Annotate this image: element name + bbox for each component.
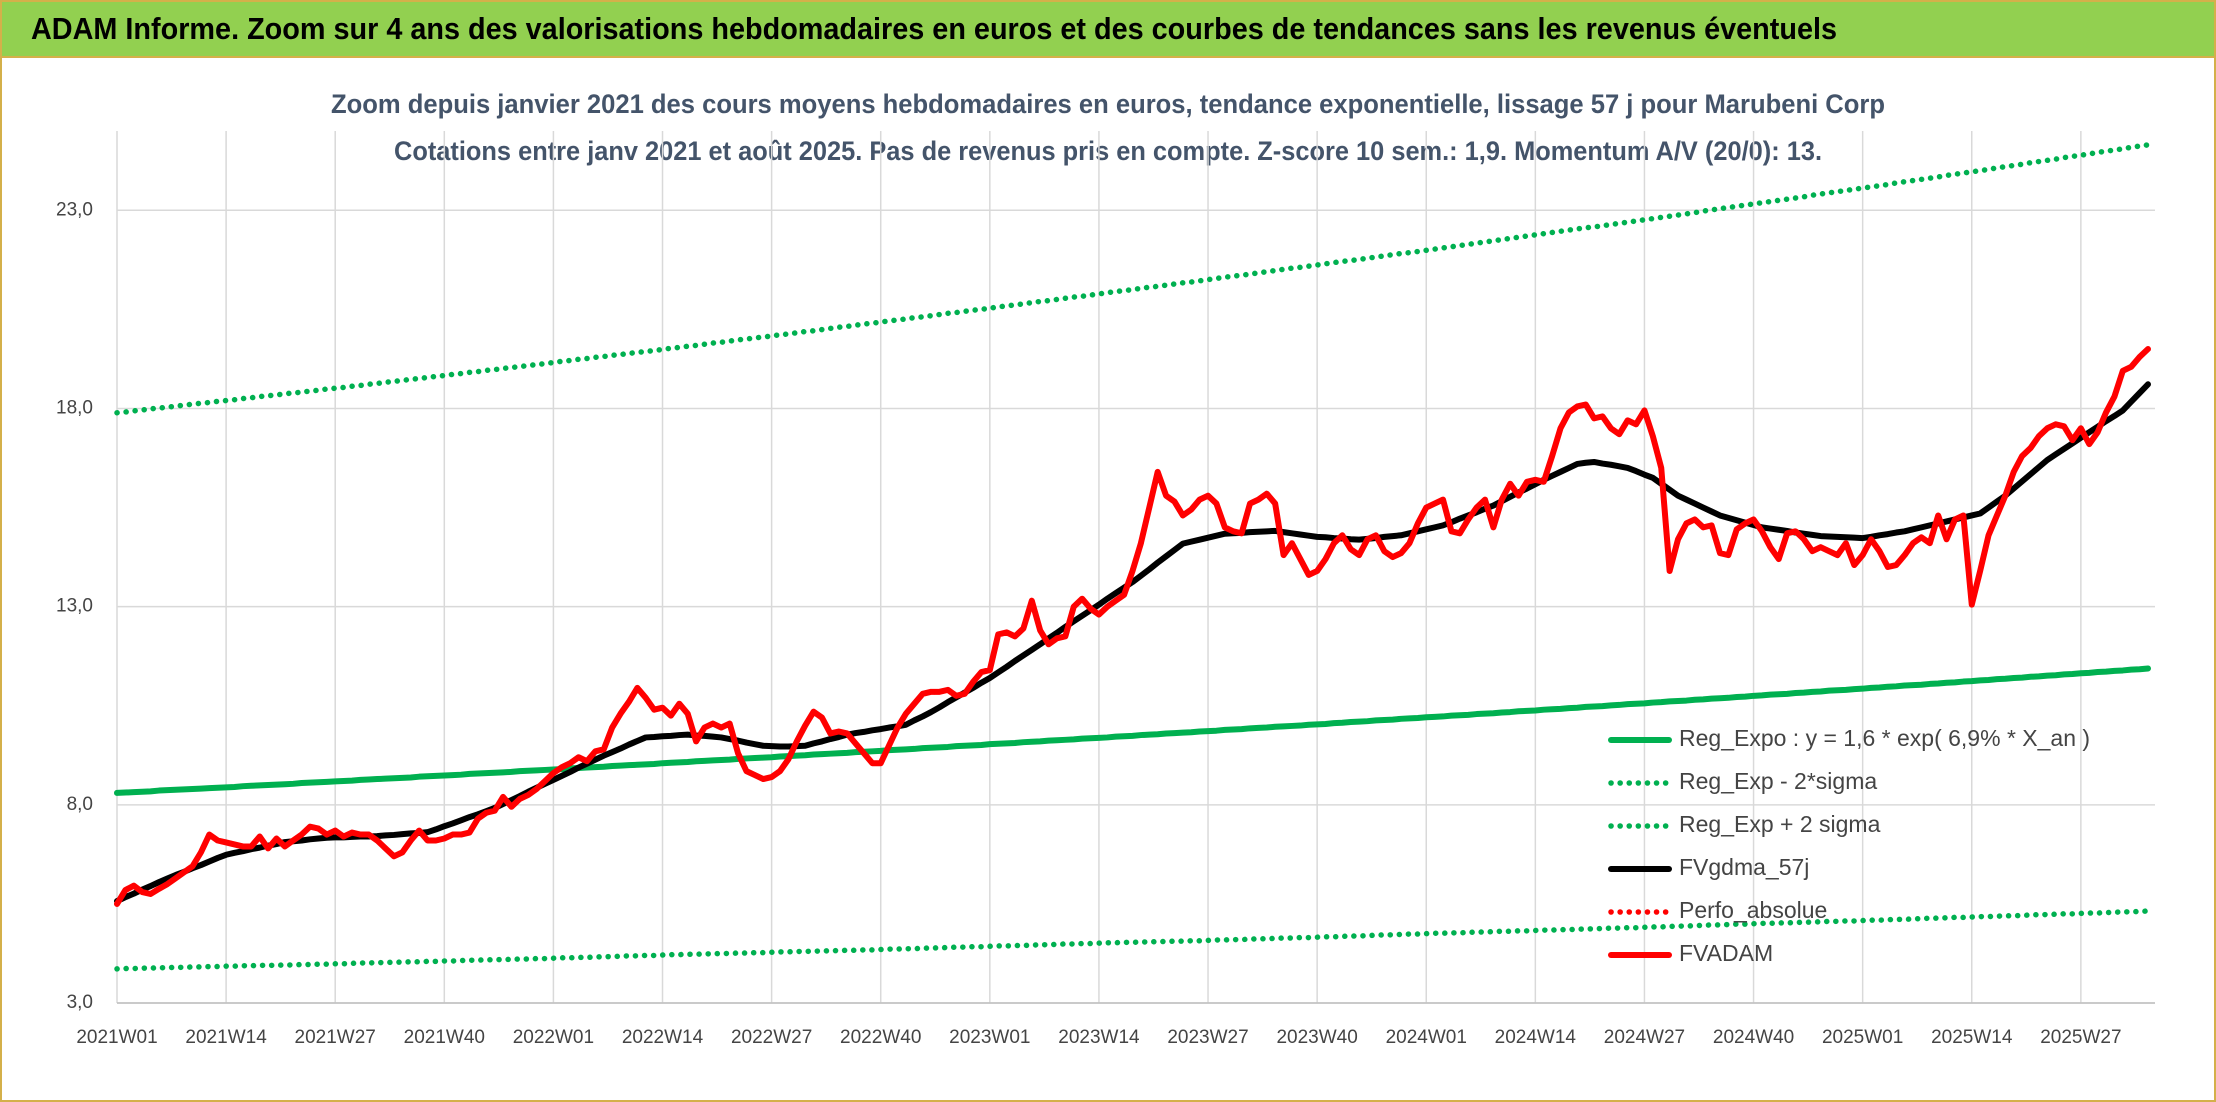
- x-tick-label: 2024W14: [1495, 1027, 1577, 1048]
- series-line: [114, 346, 2151, 907]
- series-line: [114, 908, 2151, 972]
- x-tick-label: 2025W27: [2040, 1027, 2121, 1048]
- x-tick-label: 2024W01: [1386, 1027, 1467, 1048]
- x-tick-label: 2023W14: [1058, 1027, 1140, 1048]
- x-tick-label: 2022W01: [513, 1027, 594, 1048]
- series-line: [114, 381, 2151, 905]
- x-tick-label: 2024W27: [1604, 1027, 1685, 1048]
- y-tick-label: 23,0: [56, 199, 93, 220]
- legend-label: Reg_Expo : y = 1,6 * exp( 6,9% * X_an ): [1679, 725, 2090, 751]
- x-tick-label: 2023W40: [1276, 1027, 1357, 1048]
- x-tick-label: 2022W40: [840, 1027, 921, 1048]
- x-tick-label: 2024W40: [1713, 1027, 1794, 1048]
- x-tick-label: 2025W01: [1822, 1027, 1903, 1048]
- y-tick-label: 3,0: [67, 992, 93, 1013]
- x-tick-label: 2025W14: [1931, 1027, 2013, 1048]
- legend-label: Reg_Exp - 2*sigma: [1679, 768, 1877, 794]
- legend-label: Perfo_absolue: [1679, 897, 1827, 923]
- y-tick-label: 13,0: [56, 596, 93, 617]
- banner-title: ADAM Informe. Zoom sur 4 ans des valoris…: [31, 11, 1837, 46]
- legend-label: Reg_Exp + 2 sigma: [1679, 811, 1881, 837]
- x-tick-label: 2023W01: [949, 1027, 1030, 1048]
- x-tick-label: 2023W27: [1167, 1027, 1248, 1048]
- x-tick-label: 2021W01: [76, 1027, 157, 1048]
- banner-background: [2, 2, 2214, 57]
- y-tick-label: 8,0: [67, 794, 93, 815]
- x-tick-label: 2022W14: [622, 1027, 704, 1048]
- series-line: [114, 665, 2151, 796]
- plot-lines: [114, 142, 2151, 972]
- x-tick-label: 2022W27: [731, 1027, 812, 1048]
- legend-label: FVADAM: [1679, 940, 1773, 966]
- legend: Reg_Expo : y = 1,6 * exp( 6,9% * X_an ) R…: [1608, 725, 2090, 966]
- grid: 3,0 8,0 13,0 18,0 23,0 2021W01 2021W14 2021W27 2…: [56, 131, 2155, 1048]
- x-tick-label: 2021W27: [295, 1027, 376, 1048]
- chart-subtitle: Cotations entre janv 2021 et août 2025. …: [394, 136, 1822, 166]
- x-tick-label: 2021W40: [404, 1027, 485, 1048]
- x-tick-label: 2021W14: [185, 1027, 267, 1048]
- y-tick-label: 18,0: [56, 397, 93, 418]
- legend-label: FVgdma_57j: [1679, 854, 1809, 880]
- chart-title: Zoom depuis janvier 2021 des cours moyen…: [331, 89, 1885, 119]
